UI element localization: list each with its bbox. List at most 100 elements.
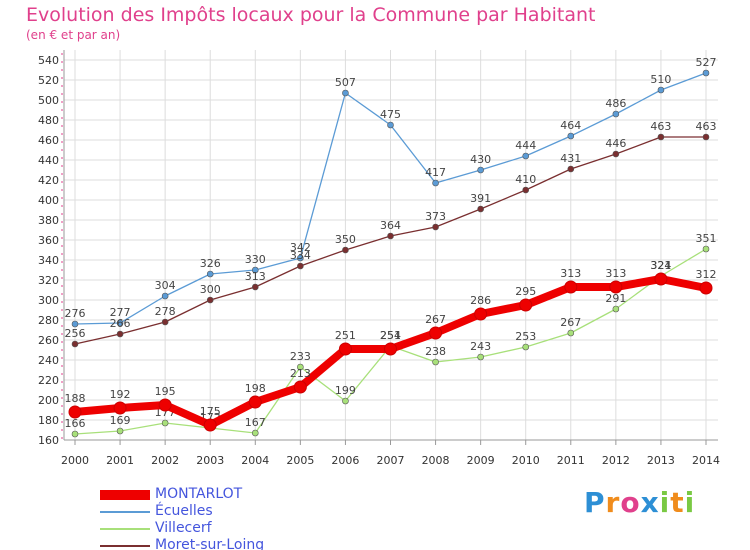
data-label: 167 — [245, 416, 266, 429]
data-label: 324 — [650, 259, 671, 272]
data-label: 267 — [425, 313, 446, 326]
data-label: 326 — [200, 257, 221, 270]
data-label: 417 — [425, 166, 446, 179]
data-label: 267 — [560, 316, 581, 329]
logo-letter: P — [584, 486, 606, 519]
x-tick-label: 2000 — [61, 454, 89, 467]
data-label: 253 — [515, 330, 536, 343]
data-label: 278 — [155, 305, 176, 318]
series--cuelles: 276 277 304 326 330 342 507 475 417 430 444 464 486 5… — [65, 56, 717, 328]
data-label: 192 — [110, 388, 131, 401]
y-tick-label: 440 — [38, 154, 59, 167]
data-point — [564, 280, 578, 294]
data-label: 277 — [110, 306, 131, 319]
data-label: 321 — [650, 259, 671, 272]
data-point — [161, 318, 169, 326]
data-point — [477, 205, 484, 213]
data-point — [429, 326, 443, 340]
data-label: 304 — [155, 279, 176, 292]
x-tick-label: 2012 — [602, 454, 630, 467]
grid — [64, 50, 718, 441]
data-label: 373 — [425, 210, 446, 223]
logo-letter: o — [620, 486, 641, 519]
data-point — [432, 179, 439, 187]
series-moret-sur-loing: 256 266 278 300 313 334 350 364 373 391 410 431 446 4… — [65, 120, 717, 348]
chart-title: Evolution des Impôts locaux pour la Comm… — [26, 4, 596, 26]
data-point — [203, 418, 217, 432]
y-tick-label: 180 — [38, 414, 59, 427]
data-label: 364 — [380, 219, 401, 232]
data-point — [654, 272, 668, 286]
y-tick-label: 480 — [38, 114, 59, 127]
x-tick-label: 2001 — [106, 454, 134, 467]
x-tick-label: 2013 — [647, 454, 675, 467]
data-label: 266 — [110, 317, 131, 330]
data-point — [116, 427, 124, 435]
data-point — [702, 133, 710, 141]
data-point — [699, 281, 713, 295]
data-label: 254 — [380, 329, 401, 342]
data-point — [116, 319, 124, 327]
data-point — [657, 133, 665, 141]
data-point — [71, 340, 79, 348]
x-tick-label: 2014 — [692, 454, 720, 467]
legend-label: Moret-sur-Loing — [155, 537, 265, 550]
data-label: 463 — [650, 120, 671, 133]
data-point — [387, 232, 394, 240]
x-tick-label: 2003 — [196, 454, 224, 467]
chart-subtitle: (en € et par an) — [26, 28, 121, 42]
data-label: 430 — [470, 153, 491, 166]
legend-swatch — [100, 511, 150, 513]
data-point — [161, 419, 169, 427]
data-point — [522, 343, 530, 351]
y-tick-label: 360 — [38, 234, 59, 247]
data-point — [206, 270, 214, 278]
legend-swatch — [100, 490, 150, 500]
data-point — [474, 307, 488, 321]
x-tick-label: 2010 — [512, 454, 540, 467]
data-point — [251, 266, 259, 274]
proxiti-logo: Proxiti — [584, 486, 695, 519]
y-tick-label: 400 — [38, 194, 59, 207]
data-label: 313 — [560, 267, 581, 280]
data-point — [116, 330, 124, 338]
data-label: 195 — [155, 385, 176, 398]
data-point — [477, 166, 484, 174]
y-tick-label: 220 — [38, 374, 59, 387]
logo-letter: x — [640, 486, 660, 519]
x-tick-label: 2007 — [377, 454, 405, 467]
data-label: 169 — [110, 414, 131, 427]
x-tick-label: 2011 — [557, 454, 585, 467]
y-tick-label: 300 — [38, 294, 59, 307]
data-point — [612, 150, 620, 158]
data-label: 446 — [605, 137, 626, 150]
data-label: 198 — [245, 382, 266, 395]
y-tick-label: 280 — [38, 314, 59, 327]
data-point — [342, 246, 349, 254]
x-tick-label: 2008 — [422, 454, 450, 467]
y-tick-label: 540 — [38, 54, 59, 67]
y-tick-label: 340 — [38, 254, 59, 267]
legend-label: Écuelles — [155, 503, 213, 519]
data-label: 286 — [470, 294, 491, 307]
data-point — [297, 363, 304, 371]
legend-label: MONTARLOT — [155, 486, 243, 502]
data-point — [477, 353, 484, 361]
legend-swatch — [100, 545, 150, 547]
data-label: 463 — [696, 120, 717, 133]
data-label: 444 — [515, 139, 536, 152]
y-tick-label: 520 — [38, 74, 59, 87]
data-point — [612, 110, 620, 118]
data-label: 507 — [335, 76, 356, 89]
data-label: 334 — [290, 249, 311, 262]
data-point — [248, 395, 262, 409]
data-label: 291 — [605, 292, 626, 305]
data-point — [342, 89, 349, 97]
y-tick-label: 200 — [38, 394, 59, 407]
data-point — [206, 296, 214, 304]
data-label: 199 — [335, 384, 356, 397]
data-label: 313 — [605, 267, 626, 280]
data-label: 313 — [245, 270, 266, 283]
data-point — [522, 186, 530, 194]
